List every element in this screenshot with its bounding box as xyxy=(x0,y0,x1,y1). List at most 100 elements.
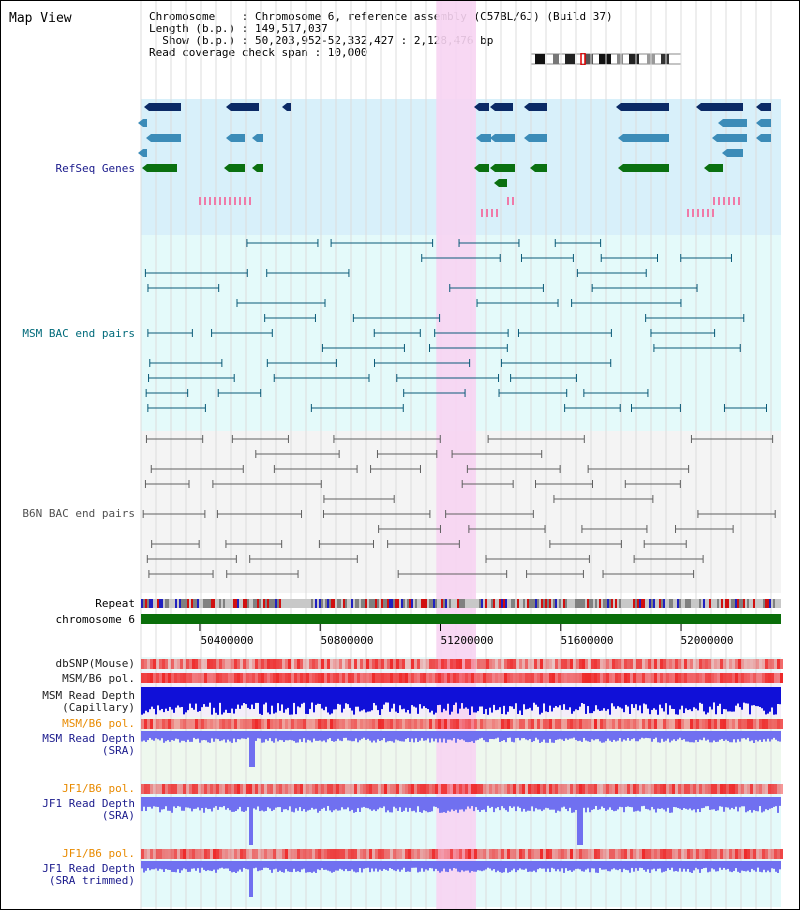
msm-sra-depth-bar xyxy=(651,731,653,742)
capillary-depth-bar xyxy=(449,687,451,715)
repeat-element xyxy=(287,599,289,608)
msm-b6-pol-sra-cell xyxy=(285,719,288,729)
capillary-depth-bar xyxy=(161,687,163,709)
jf1-trim-depth-bar xyxy=(723,861,725,868)
gene-arrow xyxy=(756,134,761,142)
msm-sra-depth-bar xyxy=(629,731,631,741)
msm-b6-pol-sra-cell xyxy=(552,719,555,729)
repeat-element xyxy=(543,599,545,608)
jf1-sra-depth-bar xyxy=(167,797,169,811)
msm-b6-pol-sra-cell xyxy=(660,719,663,729)
repeat-element xyxy=(157,599,159,608)
jf1-trim-depth-bar xyxy=(751,861,753,869)
msm-b6-pol-sra-cell xyxy=(483,719,486,729)
jf1-sra-depth-bar xyxy=(637,797,639,811)
capillary-depth-bar xyxy=(279,687,281,711)
msm-sra-depth-bar xyxy=(457,731,459,739)
msm-sra-depth-bar xyxy=(271,731,273,742)
msm-sra-depth-bar xyxy=(433,731,435,742)
jf1-trim-depth-bar xyxy=(731,861,733,873)
msm-b6-pol-sra-cell xyxy=(492,719,495,729)
jf1-sra-depth-bar xyxy=(281,797,283,813)
capillary-depth-bar xyxy=(759,687,761,707)
gene-feature xyxy=(257,134,263,142)
msm-b6-pol-sra-cell xyxy=(732,719,735,729)
dbsnp-cell xyxy=(237,659,240,669)
msm-b6-pol-sra-cell xyxy=(576,719,579,729)
repeat-element xyxy=(201,599,203,608)
jf1-sra-depth-bar xyxy=(705,797,707,807)
msm-b6-pol-sra-cell xyxy=(489,719,492,729)
msm-b6-pol-sra-cell xyxy=(756,719,759,729)
jf1-trim-depth-bar xyxy=(381,861,383,871)
dbsnp-cell xyxy=(630,659,633,669)
jf1-trim-depth-bar xyxy=(393,861,395,871)
jf1-b6-pol-2-cell xyxy=(288,849,291,859)
repeat-element xyxy=(173,599,175,608)
jf1-sra-depth-bar xyxy=(391,797,393,813)
dbsnp-cell xyxy=(660,659,663,669)
repeat-element xyxy=(635,599,637,608)
jf1-b6-pol-2-cell xyxy=(402,849,405,859)
msm-b6-pol-sra-cell xyxy=(156,719,159,729)
capillary-depth-bar xyxy=(543,687,545,704)
repeat-element xyxy=(701,599,703,608)
repeat-element xyxy=(445,599,447,608)
capillary-depth-bar xyxy=(655,687,657,710)
snp-tick xyxy=(702,209,704,217)
jf1-trim-depth-bar xyxy=(493,861,495,870)
msm-b6-pol-cell xyxy=(780,673,783,683)
jf1-trim-depth-bar xyxy=(325,861,327,870)
msm-b6-pol-sra-cell xyxy=(327,719,330,729)
jf1-b6-pol-2-cell xyxy=(567,849,570,859)
msm-b6-pol-sra-cell xyxy=(654,719,657,729)
msm-sra-depth-bar xyxy=(649,731,651,739)
jf1-b6-pol-2-cell xyxy=(675,849,678,859)
repeat-element xyxy=(385,599,387,608)
msm-b6-pol-sra-cell xyxy=(240,719,243,729)
msm-sra-depth-bar xyxy=(543,731,545,740)
msm-sra-depth-bar xyxy=(241,731,243,739)
capillary-depth-bar xyxy=(455,687,457,703)
jf1-b6-pol-cell xyxy=(645,784,648,794)
jf1-b6-pol-2-cell xyxy=(663,849,666,859)
repeat-element xyxy=(477,599,479,608)
repeat-element xyxy=(707,599,709,608)
jf1-trim-depth-bar xyxy=(267,861,269,869)
capillary-depth-bar xyxy=(653,687,655,709)
jf1-trim-depth-bar xyxy=(323,861,325,870)
msm-b6-pol-cell xyxy=(723,673,726,683)
dbsnp-cell xyxy=(666,659,669,669)
jf1-b6-pol-2-cell xyxy=(180,849,183,859)
jf1-trim-depth-bar xyxy=(757,861,759,868)
capillary-depth-bar xyxy=(251,687,253,705)
jf1-b6-pol-cell xyxy=(441,784,444,794)
jf1-trim-depth-bar xyxy=(467,861,469,871)
msm-b6-pol-cell xyxy=(375,673,378,683)
msm-sra-depth-bar xyxy=(661,731,663,739)
jf1-sra-depth-bar xyxy=(291,797,293,812)
jf1-b6-pol-cell xyxy=(525,784,528,794)
jf1-sra-depth-bar xyxy=(671,797,673,813)
msm-b6-pol-cell xyxy=(432,673,435,683)
capillary-depth-bar xyxy=(481,687,483,707)
msm-b6-pol-sra-cell xyxy=(642,719,645,729)
jf1-b6-pol-cell xyxy=(573,784,576,794)
dbsnp-cell xyxy=(390,659,393,669)
jf1-trim-depth-bar xyxy=(671,861,673,868)
jf1-sra-depth-bar xyxy=(715,797,717,811)
repeat-element xyxy=(779,599,781,608)
jf1-b6-pol-cell xyxy=(471,784,474,794)
repeat-element xyxy=(369,599,371,608)
jf1-b6-pol-2-cell xyxy=(519,849,522,859)
msm-sra-depth-bar xyxy=(441,731,443,743)
repeat-element xyxy=(395,599,397,608)
msm-b6-pol-cell xyxy=(759,673,762,683)
repeat-element xyxy=(599,599,601,608)
jf1-b6-pol-2-cell xyxy=(276,849,279,859)
capillary-depth-bar xyxy=(461,687,463,704)
msm-b6-pol-sra-cell xyxy=(477,719,480,729)
jf1-trim-depth-bar xyxy=(725,861,727,870)
jf1-trim-depth-bar xyxy=(755,861,757,872)
